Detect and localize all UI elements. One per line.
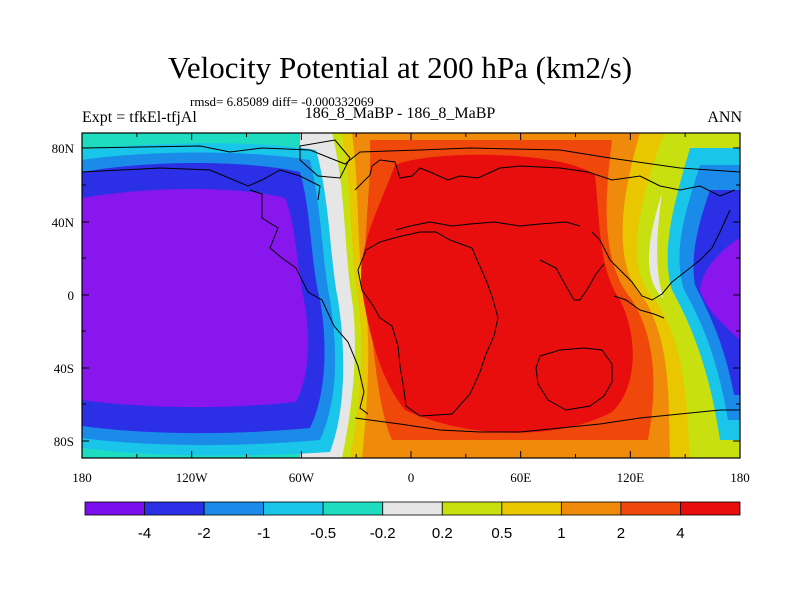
- lat-tick-label: 40N: [52, 215, 75, 230]
- colorbar-label: -0.5: [310, 525, 336, 542]
- colorbar-swatch: [620, 501, 681, 516]
- colorbar-swatch: [203, 501, 265, 516]
- colorbar-swatch: [560, 501, 622, 516]
- colorbar-swatch: [322, 501, 384, 516]
- lon-tick-label: 120E: [617, 470, 645, 485]
- coastline-australia: [535, 347, 613, 411]
- lon-tick-label: 180: [72, 470, 92, 485]
- colorbar-swatch: [680, 501, 741, 516]
- colorbar-swatch: [84, 501, 145, 516]
- lon-tick-label: 120W: [176, 470, 209, 485]
- colorbar-swatch: [263, 501, 324, 516]
- colorbar-label: 0.2: [432, 525, 453, 542]
- coastline-north-america-north: [82, 167, 321, 201]
- season-label: ANN: [707, 109, 742, 126]
- lat-tick-label: 40S: [54, 361, 74, 376]
- lon-tick-label: 0: [408, 470, 415, 485]
- lon-tick-label: 60W: [289, 470, 315, 485]
- lon-axis: 180 120W 60W 0 60E 120E 180: [72, 133, 750, 485]
- colorbar-label: -4: [138, 525, 151, 542]
- colorbar-label: -1: [257, 525, 270, 542]
- colorbar: -4 -2 -1 -0.5 -0.2 0.2 0.5 1 2 4: [84, 501, 741, 542]
- colorbar-label: -0.2: [370, 525, 396, 542]
- lon-tick-label: 60E: [510, 470, 531, 485]
- case-label: 186_8_MaBP - 186_8_MaBP: [304, 105, 496, 122]
- stats-label: rmsd= 6.85089 diff= -0.000332069: [190, 94, 374, 109]
- coastline-antarctica: [354, 409, 740, 433]
- colorbar-swatch: [382, 501, 443, 516]
- colorbar-label: 4: [676, 525, 684, 542]
- coastline-asia-south: [591, 209, 731, 301]
- colorbar-label: -2: [197, 525, 210, 542]
- lon-tick-label: 180: [730, 470, 750, 485]
- coastline-eurasia: [354, 159, 736, 197]
- contour-band-red: [360, 154, 633, 433]
- coastline-greenland: [299, 139, 351, 179]
- contour-band-east-purple: [700, 238, 740, 340]
- colorbar-swatch: [501, 501, 562, 516]
- coastline-mediterranean: [395, 221, 581, 231]
- colorbar-label: 2: [617, 525, 625, 542]
- contour-band-purple: [82, 189, 309, 408]
- colorbar-label: 0.5: [491, 525, 512, 542]
- contour-fill: [82, 133, 740, 458]
- colorbar-swatch: [144, 501, 205, 516]
- lat-tick-label: 0: [68, 288, 75, 303]
- coastlines: [82, 139, 740, 433]
- lat-axis: 80N 40N 0 40S 80S: [52, 141, 740, 449]
- colorbar-swatch: [441, 501, 503, 516]
- lat-tick-label: 80S: [54, 434, 74, 449]
- coastline-indonesia: [613, 295, 665, 319]
- coastline-africa: [357, 231, 499, 417]
- experiment-label: Expt = tfkEl-tfjAl: [82, 109, 197, 126]
- map-title: Velocity Potential at 200 hPa (km2/s): [167, 50, 633, 85]
- lat-tick-label: 80N: [52, 141, 75, 156]
- coastline-india: [539, 259, 605, 301]
- colorbar-label: 1: [557, 525, 565, 542]
- coastline-arctic-north: [82, 145, 740, 173]
- coastline-americas: [249, 189, 369, 415]
